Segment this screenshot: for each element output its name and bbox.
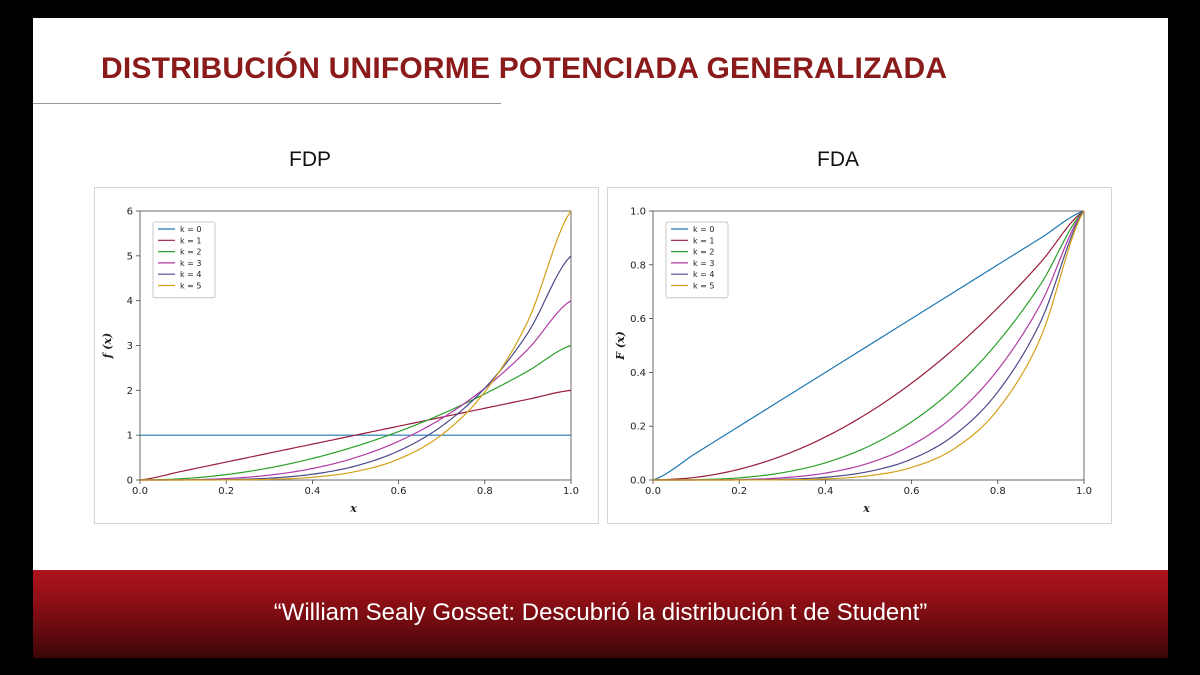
cdf-x-tick-label: 1.0 — [1076, 486, 1092, 497]
pdf-series-line-k2 — [139, 344, 572, 481]
pdf-panel-title: FDP — [289, 148, 331, 171]
pdf-y-tick-label: 1 — [127, 431, 133, 442]
cdf-x-tick-label: 0.8 — [990, 486, 1006, 497]
cdf-plot-area — [652, 210, 1085, 481]
cdf-y-tick-label: 0.2 — [630, 422, 646, 433]
pdf-y-tick-label: 2 — [127, 386, 133, 397]
pdf-series-line-k1 — [139, 389, 572, 481]
pdf-legend-label: k = 2 — [180, 248, 202, 257]
cdf-series-line-k1 — [652, 210, 1085, 481]
cdf-x-tick-label: 0.2 — [731, 486, 747, 497]
cdf-series-line-k5 — [653, 210, 1085, 481]
pdf-y-tick-label: 6 — [127, 207, 133, 218]
pdf-legend-box — [152, 221, 216, 299]
cdf-y-tick-label: 0.0 — [630, 476, 646, 487]
pdf-legend-label: k = 1 — [180, 236, 202, 245]
cdf-x-axis-label: x — [862, 502, 870, 515]
cdf-legend-label: k = 1 — [693, 236, 715, 245]
pdf-legend-label: k = 4 — [180, 270, 202, 279]
pdf-x-tick-label: 0.2 — [218, 486, 234, 497]
cdf-legend-box — [665, 221, 729, 299]
footer-banner: “William Sealy Gosset: Descubrió la dist… — [33, 570, 1168, 658]
pdf-chart-svg: 0.0 0.2 0.4 0.6 0.8 1.0 0 1 2 3 4 5 6 x f (x) k = 0 k = … — [101, 207, 579, 516]
pdf-legend-label: k = 3 — [180, 259, 202, 268]
pdf-x-tick-label: 0.6 — [391, 486, 407, 497]
cdf-y-tick-label: 1.0 — [630, 207, 646, 218]
pdf-y-axis-label: f (x) — [101, 333, 114, 360]
cdf-y-tick-label: 0.8 — [630, 260, 646, 271]
cdf-x-tick-label: 0.4 — [817, 486, 833, 497]
pdf-x-tick-label: 1.0 — [563, 486, 579, 497]
cdf-legend-label: k = 4 — [693, 270, 715, 279]
cdf-series-line-k2 — [652, 210, 1085, 481]
cdf-y-axis-label: F (x) — [614, 331, 627, 361]
slide-title: DISTRIBUCIÓN UNIFORME POTENCIADA GENERAL… — [101, 52, 948, 85]
pdf-x-tick-label: 0.0 — [132, 486, 148, 497]
pdf-y-tick-label: 0 — [127, 476, 133, 487]
pdf-x-axis-label: x — [349, 502, 357, 515]
pdf-legend-label: k = 5 — [180, 282, 202, 291]
pdf-x-tick-label: 0.4 — [304, 486, 320, 497]
pdf-x-tick-label: 0.8 — [477, 486, 493, 497]
cdf-legend-label: k = 3 — [693, 259, 715, 268]
cdf-series-line-k0 — [652, 210, 1085, 481]
pdf-series-line-k5 — [140, 210, 572, 481]
cdf-y-tick-label: 0.4 — [630, 368, 646, 379]
cdf-legend-label: k = 5 — [693, 282, 715, 291]
cdf-panel-title: FDA — [817, 148, 859, 171]
cdf-legend-label: k = 0 — [693, 225, 715, 234]
title-divider — [33, 103, 501, 104]
footer-quote: “William Sealy Gosset: Descubrió la dist… — [273, 599, 928, 626]
slide: DISTRIBUCIÓN UNIFORME POTENCIADA GENERAL… — [33, 18, 1168, 658]
pdf-y-tick-label: 5 — [127, 251, 133, 262]
cdf-legend-label: k = 2 — [693, 248, 715, 257]
pdf-y-tick-label: 4 — [127, 296, 133, 307]
pdf-chart: 0.0 0.2 0.4 0.6 0.8 1.0 0 1 2 3 4 5 6 x f (x) k = 0 k = … — [94, 187, 599, 524]
cdf-chart-svg: 0.0 0.2 0.4 0.6 0.8 1.0 0.0 0.2 0.4 0.6 0.8 1.0 x F (… — [614, 207, 1092, 516]
cdf-x-tick-label: 0.0 — [645, 486, 661, 497]
pdf-legend-label: k = 0 — [180, 225, 202, 234]
cdf-y-tick-label: 0.6 — [630, 314, 646, 325]
pdf-series-line-k3 — [139, 300, 572, 481]
pdf-y-tick-label: 3 — [127, 341, 133, 352]
cdf-chart: 0.0 0.2 0.4 0.6 0.8 1.0 0.0 0.2 0.4 0.6 0.8 1.0 x F (… — [607, 187, 1112, 524]
cdf-x-tick-label: 0.6 — [904, 486, 920, 497]
